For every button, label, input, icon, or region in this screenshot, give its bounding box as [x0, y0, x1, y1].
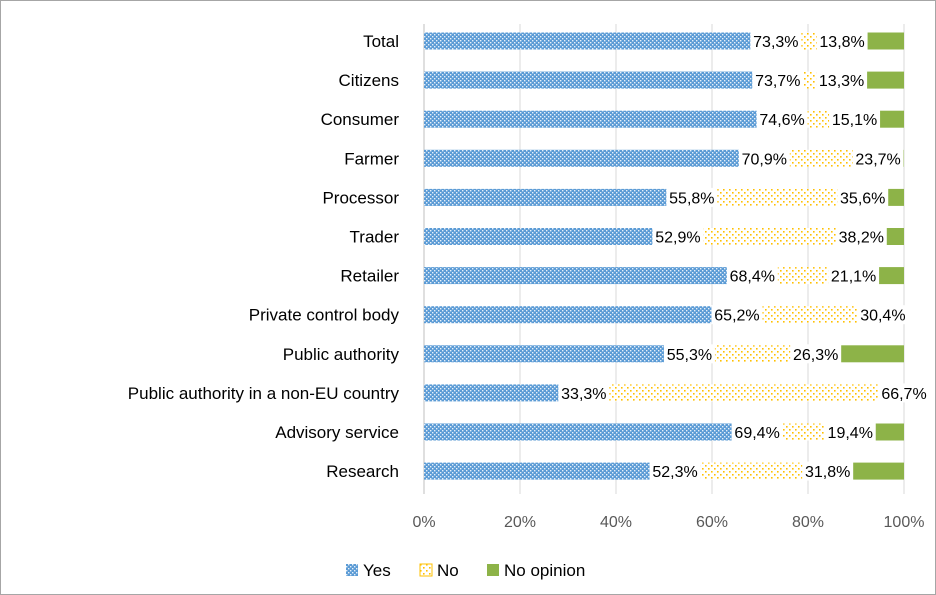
category-label: Processor — [322, 188, 399, 207]
bar-segment-yes — [424, 110, 783, 128]
data-label-bg — [652, 227, 704, 246]
data-label: 65,2% — [714, 308, 759, 325]
bar-segment-yes — [424, 462, 676, 480]
bar-segment-yes — [424, 267, 753, 285]
data-label: 31,8% — [805, 464, 850, 481]
data-label: 69,4% — [734, 425, 779, 442]
category-label: Citizens — [339, 71, 399, 90]
legend-swatch — [487, 564, 499, 576]
data-label-bg — [828, 266, 880, 286]
category-label: Consumer — [321, 110, 400, 129]
category-label: Farmer — [344, 149, 399, 168]
data-label: 52,9% — [655, 230, 700, 247]
data-label-bg — [752, 70, 804, 90]
data-label: 21,1% — [831, 269, 876, 286]
data-label: 73,7% — [755, 73, 800, 90]
legend-swatch — [346, 564, 358, 576]
data-label-bg — [711, 305, 763, 325]
bar-segment-yes — [424, 384, 584, 402]
bar-segment-yes — [424, 228, 678, 245]
category-label: Research — [326, 462, 399, 481]
data-label: 73,3% — [753, 34, 798, 51]
bar-segment-yes — [424, 423, 758, 441]
data-label-bg — [790, 344, 842, 364]
x-tick-label: 0% — [412, 514, 435, 531]
data-label: 66,7% — [881, 386, 926, 403]
data-label: 15,1% — [832, 112, 877, 129]
bar-segment-yes — [424, 306, 737, 324]
data-label-bg — [756, 109, 808, 129]
data-label: 38,2% — [839, 230, 884, 247]
x-tick-label: 60% — [696, 514, 728, 531]
data-label-bg — [835, 227, 887, 246]
data-label-bg — [852, 148, 904, 168]
data-label: 52,3% — [652, 464, 697, 481]
legend-entry: No opinion — [504, 561, 585, 580]
legend-swatch — [419, 563, 433, 577]
data-label-bg — [816, 31, 868, 51]
data-label-bg — [731, 422, 783, 442]
legend-entry: No — [437, 561, 459, 580]
data-label-bg — [750, 31, 802, 51]
data-label: 55,8% — [669, 190, 714, 207]
data-label: 30,4% — [860, 308, 905, 325]
category-labels: Total Citizens Consumer Farmer Processor Trad… — [128, 32, 400, 481]
category-label: Total — [363, 32, 399, 51]
legend-entry: Yes — [363, 561, 391, 580]
category-label: Private control body — [249, 306, 400, 325]
x-tick-label: 100% — [884, 514, 925, 531]
data-label: 13,3% — [819, 73, 864, 90]
data-label-bg — [829, 109, 881, 129]
category-label: Advisory service — [275, 423, 399, 442]
data-label: 55,3% — [667, 347, 712, 364]
x-tick-label: 20% — [504, 514, 536, 531]
bar-segment-no — [736, 306, 883, 324]
bar-segment-yes — [424, 71, 778, 89]
data-label-bg — [816, 70, 868, 90]
category-label: Retailer — [340, 267, 399, 286]
data-label: 68,4% — [730, 269, 775, 286]
data-label-bg — [857, 305, 909, 325]
category-label: Public authority — [283, 345, 400, 364]
data-label: 13,8% — [819, 34, 864, 51]
data-label-bg — [824, 422, 876, 442]
bar-segment-no — [764, 149, 879, 167]
data-label-bg — [649, 461, 701, 481]
data-label: 70,9% — [742, 151, 787, 168]
data-label-bg — [666, 187, 718, 207]
bar-segment-no — [691, 188, 863, 206]
bar-segment-yes — [424, 149, 765, 167]
bar-segment-yes — [424, 345, 690, 363]
legend: Yes No No opinion — [346, 561, 585, 580]
data-label-bg — [837, 187, 889, 207]
bar-segment-yes — [424, 188, 692, 206]
gridlines — [423, 24, 905, 494]
data-label-bg — [802, 461, 854, 481]
data-label-bg — [726, 266, 778, 286]
bar-segment-no — [689, 345, 816, 363]
bar-segment-no — [675, 462, 828, 480]
data-label-bg — [878, 383, 930, 403]
category-label: Public authority in a non-EU country — [128, 384, 400, 403]
data-label: 26,3% — [793, 347, 838, 364]
data-label-bg — [738, 148, 790, 168]
data-label: 19,4% — [828, 425, 873, 442]
data-label-bg — [663, 344, 715, 364]
bar-segment-yes — [424, 32, 776, 50]
data-label: 35,6% — [840, 190, 885, 207]
bars: 73,3% 13,8% 73,7% 13,3% 74,6% 15,1% 70,9% 23,7%… — [424, 31, 930, 481]
data-label-bg — [558, 383, 610, 403]
bar-segment-no — [677, 228, 862, 245]
category-label: Trader — [350, 228, 400, 247]
x-tick-label: 40% — [600, 514, 632, 531]
data-label: 23,7% — [855, 151, 900, 168]
bar-segment-no — [583, 384, 904, 402]
x-axis-tick-labels: 0% 20% 40% 60% 80% 100% — [412, 514, 924, 531]
data-label: 74,6% — [759, 112, 804, 129]
x-tick-label: 80% — [792, 514, 824, 531]
data-label: 33,3% — [561, 386, 606, 403]
